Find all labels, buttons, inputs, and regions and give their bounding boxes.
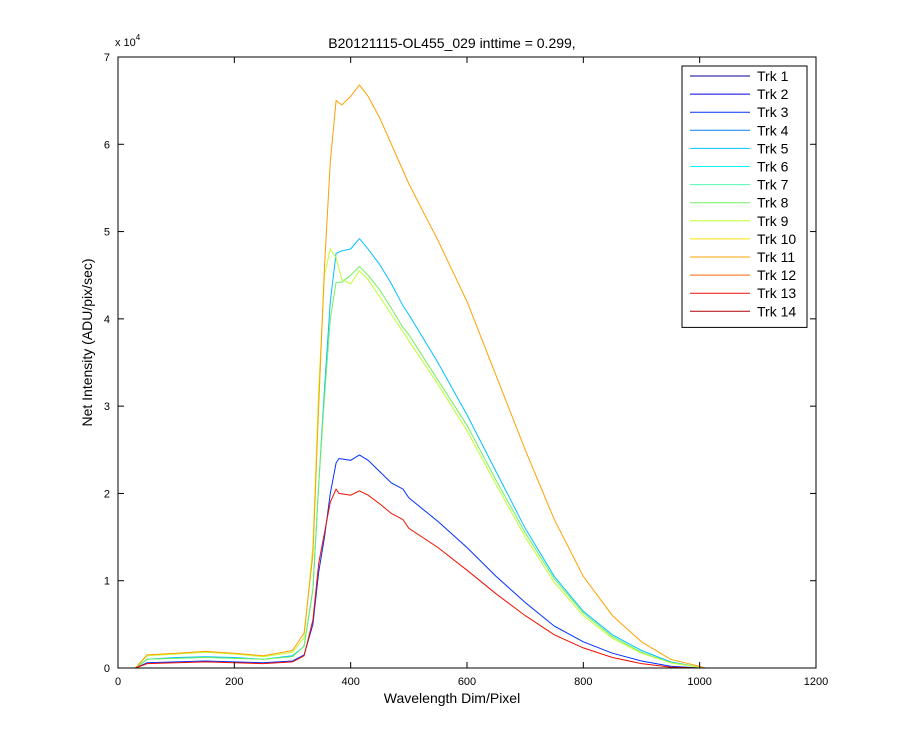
series-line-trk-3 <box>135 454 706 669</box>
y-axis-multiplier: x 104 <box>115 33 141 49</box>
legend: Trk 1 Trk 2 Trk 3 Trk 4 Trk 5 Trk 6 Trk 7 Trk 8… <box>681 65 808 328</box>
chart-title: B20121115-OL455_029 inttime = 0.299, <box>328 35 575 51</box>
x-tick-label: 0 <box>115 676 121 688</box>
legend-box <box>681 65 808 328</box>
legend-label-trk-1: Trk 1 <box>757 68 789 84</box>
series-line-trk-9 <box>135 247 706 669</box>
legend-label-trk-12: Trk 12 <box>757 267 796 283</box>
x-tick-label: 400 <box>341 676 359 688</box>
legend-label-trk-3: Trk 3 <box>757 104 789 120</box>
y-multiplier-exponent: 4 <box>136 33 141 42</box>
y-tick-label: 1 <box>104 576 110 588</box>
legend-label-trk-5: Trk 5 <box>757 140 789 156</box>
legend-label-trk-13: Trk 13 <box>757 285 796 301</box>
legend-label-trk-11: Trk 11 <box>757 249 795 265</box>
x-tick-label: 1200 <box>804 676 828 688</box>
series-line-trk-11 <box>135 84 706 669</box>
series-line-trk-13 <box>135 488 706 669</box>
y-axis-label: Net Intensity (ADU/pix/sec) <box>79 258 95 426</box>
y-tick-label: 4 <box>104 314 110 326</box>
x-tick-label: 200 <box>225 676 243 688</box>
x-tick-label: 800 <box>574 676 592 688</box>
legend-label-trk-8: Trk 8 <box>757 195 789 211</box>
x-tick-label: 600 <box>458 676 476 688</box>
legend-label-trk-2: Trk 2 <box>757 86 789 102</box>
y-tick-label: 2 <box>104 488 110 500</box>
legend-label-trk-4: Trk 4 <box>757 122 789 138</box>
legend-label-trk-14: Trk 14 <box>757 303 796 319</box>
series-line-trk-8 <box>135 265 706 669</box>
legend-label-trk-10: Trk 10 <box>757 231 796 247</box>
x-axis-label: Wavelength Dim/Pixel <box>384 690 520 706</box>
y-tick-label: 7 <box>104 52 110 64</box>
x-tick-label: 1000 <box>687 676 711 688</box>
legend-label-trk-9: Trk 9 <box>757 213 789 229</box>
y-tick-label: 5 <box>104 227 110 239</box>
y-tick-label: 6 <box>104 139 110 151</box>
y-tick-label: 0 <box>104 663 110 675</box>
legend-label-trk-7: Trk 7 <box>757 177 789 193</box>
tick-layer: 0 200 400 600 800 1000 1200 0 1 2 3 4 5 6 7 <box>104 52 828 688</box>
y-tick-label: 3 <box>104 401 110 413</box>
legend-label-trk-6: Trk 6 <box>757 159 789 175</box>
y-multiplier-base: x 10 <box>115 37 136 49</box>
